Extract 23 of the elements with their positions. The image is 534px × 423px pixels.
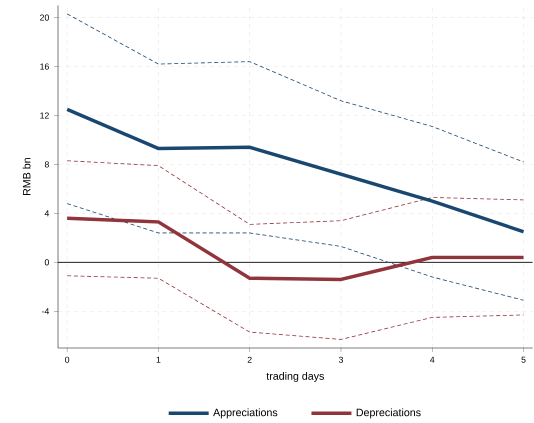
y-tick-label: 4: [44, 210, 50, 216]
y-tick-label: 0: [44, 259, 49, 266]
x-tick-label: 4: [430, 356, 434, 363]
x-tick-label: 5: [521, 356, 526, 363]
line-series: [65, 216, 526, 282]
x-axis-title: trading days: [266, 372, 324, 382]
legend-label: Appreciations: [213, 408, 278, 418]
line-series: [66, 275, 524, 340]
y-tick-label: 8: [44, 161, 49, 168]
y-tick-label: 20: [40, 14, 49, 21]
y-tick-label: 12: [40, 112, 49, 118]
y-axis-title: RMB bn: [22, 158, 30, 196]
y-tick-label: -4: [42, 308, 50, 314]
x-tick-label: 0: [65, 356, 70, 363]
line-series: [65, 108, 526, 234]
line-series: [66, 13, 524, 162]
legend-label: Depreciations: [356, 408, 421, 418]
x-tick-label: 2: [248, 356, 252, 363]
x-tick-label: 3: [338, 356, 343, 363]
y-tick-label: 16: [40, 63, 49, 70]
x-tick-label: 1: [156, 356, 160, 363]
line-series: [66, 160, 524, 225]
line-series: [66, 203, 524, 301]
